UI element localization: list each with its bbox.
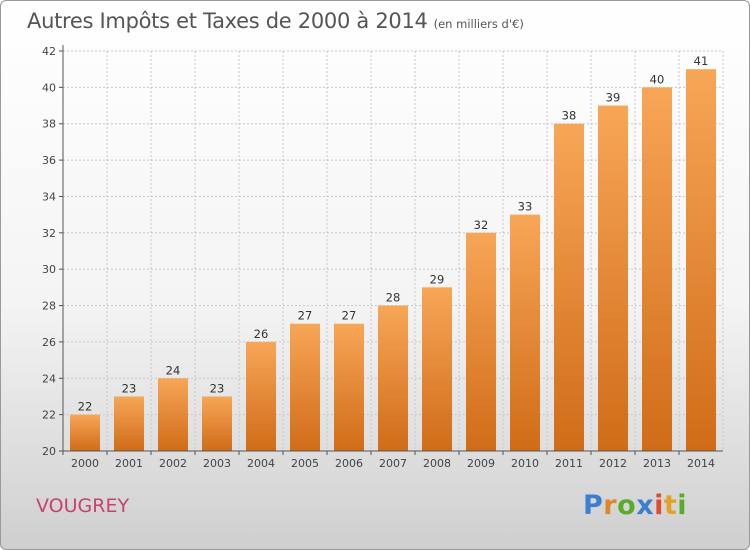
x-tick-label: 2006 bbox=[335, 457, 363, 470]
x-tick-label: 2009 bbox=[467, 457, 495, 470]
chart-title-text: Autres Impôts et Taxes de 2000 à 2014 bbox=[27, 9, 428, 33]
x-tick-label: 2014 bbox=[687, 457, 715, 470]
bar-value-label: 40 bbox=[650, 72, 665, 86]
y-tick-label: 32 bbox=[42, 227, 56, 240]
bar-value-label: 22 bbox=[78, 400, 93, 414]
logo-letter: P bbox=[583, 490, 604, 521]
bar-value-label: 39 bbox=[606, 91, 621, 105]
bar-value-label: 23 bbox=[210, 381, 225, 395]
chart-title: Autres Impôts et Taxes de 2000 à 2014 (en… bbox=[27, 9, 524, 33]
bar bbox=[290, 323, 320, 451]
commune-name: VOUGREY bbox=[36, 495, 130, 517]
x-tick-label: 2002 bbox=[159, 457, 187, 470]
x-tick-label: 2005 bbox=[291, 457, 319, 470]
y-tick-label: 34 bbox=[42, 190, 56, 203]
bar-value-label: 24 bbox=[166, 363, 181, 377]
bar bbox=[334, 323, 364, 451]
y-tick-label: 36 bbox=[42, 154, 56, 167]
bar bbox=[642, 87, 672, 451]
bar bbox=[510, 214, 540, 451]
bar bbox=[114, 396, 144, 451]
bar bbox=[422, 287, 452, 451]
logo-letter: r bbox=[603, 490, 618, 521]
logo-letter: i bbox=[654, 490, 664, 521]
x-tick-label: 2011 bbox=[555, 457, 583, 470]
bar-value-label: 33 bbox=[518, 200, 533, 214]
y-tick-label: 42 bbox=[42, 45, 56, 58]
y-tick-label: 22 bbox=[42, 409, 56, 422]
bar bbox=[598, 105, 628, 451]
x-tick-label: 2001 bbox=[115, 457, 143, 470]
y-tick-label: 20 bbox=[42, 445, 56, 458]
bar bbox=[202, 396, 232, 451]
bar bbox=[378, 305, 408, 451]
chart-subtitle: (en milliers d'€) bbox=[433, 17, 524, 31]
y-tick-label: 24 bbox=[42, 372, 56, 385]
x-tick-label: 2013 bbox=[643, 457, 671, 470]
bar-value-label: 28 bbox=[386, 291, 401, 305]
x-tick-label: 2004 bbox=[247, 457, 275, 470]
bar-value-label: 26 bbox=[254, 327, 269, 341]
x-tick-label: 2010 bbox=[511, 457, 539, 470]
logo-letter: x bbox=[636, 490, 655, 521]
x-tick-label: 2007 bbox=[379, 457, 407, 470]
y-tick-label: 28 bbox=[42, 300, 56, 313]
x-tick-label: 2003 bbox=[203, 457, 231, 470]
y-tick-label: 26 bbox=[42, 336, 56, 349]
x-tick-label: 2000 bbox=[71, 457, 99, 470]
x-tick-label: 2008 bbox=[423, 457, 451, 470]
bar bbox=[686, 69, 716, 451]
bar-value-label: 27 bbox=[298, 309, 313, 323]
bar bbox=[466, 232, 496, 451]
logo-letter: t bbox=[663, 490, 678, 521]
y-tick-label: 30 bbox=[42, 263, 56, 276]
bar-value-label: 41 bbox=[694, 54, 709, 68]
x-tick-label: 2012 bbox=[599, 457, 627, 470]
logo-letter: i bbox=[677, 490, 688, 521]
bar bbox=[158, 378, 188, 451]
logo-letter: o bbox=[617, 490, 637, 521]
bar-value-label: 29 bbox=[430, 272, 445, 286]
y-tick-label: 38 bbox=[42, 118, 56, 131]
bar-value-label: 27 bbox=[342, 309, 357, 323]
y-tick-label: 40 bbox=[42, 81, 56, 94]
bar bbox=[246, 341, 276, 451]
bar bbox=[70, 414, 100, 451]
bar-value-label: 32 bbox=[474, 218, 489, 232]
bar bbox=[554, 123, 584, 452]
proxiti-logo[interactable]: Proxiti bbox=[583, 490, 687, 521]
bar-value-label: 38 bbox=[562, 109, 577, 123]
bar-value-label: 23 bbox=[122, 381, 137, 395]
